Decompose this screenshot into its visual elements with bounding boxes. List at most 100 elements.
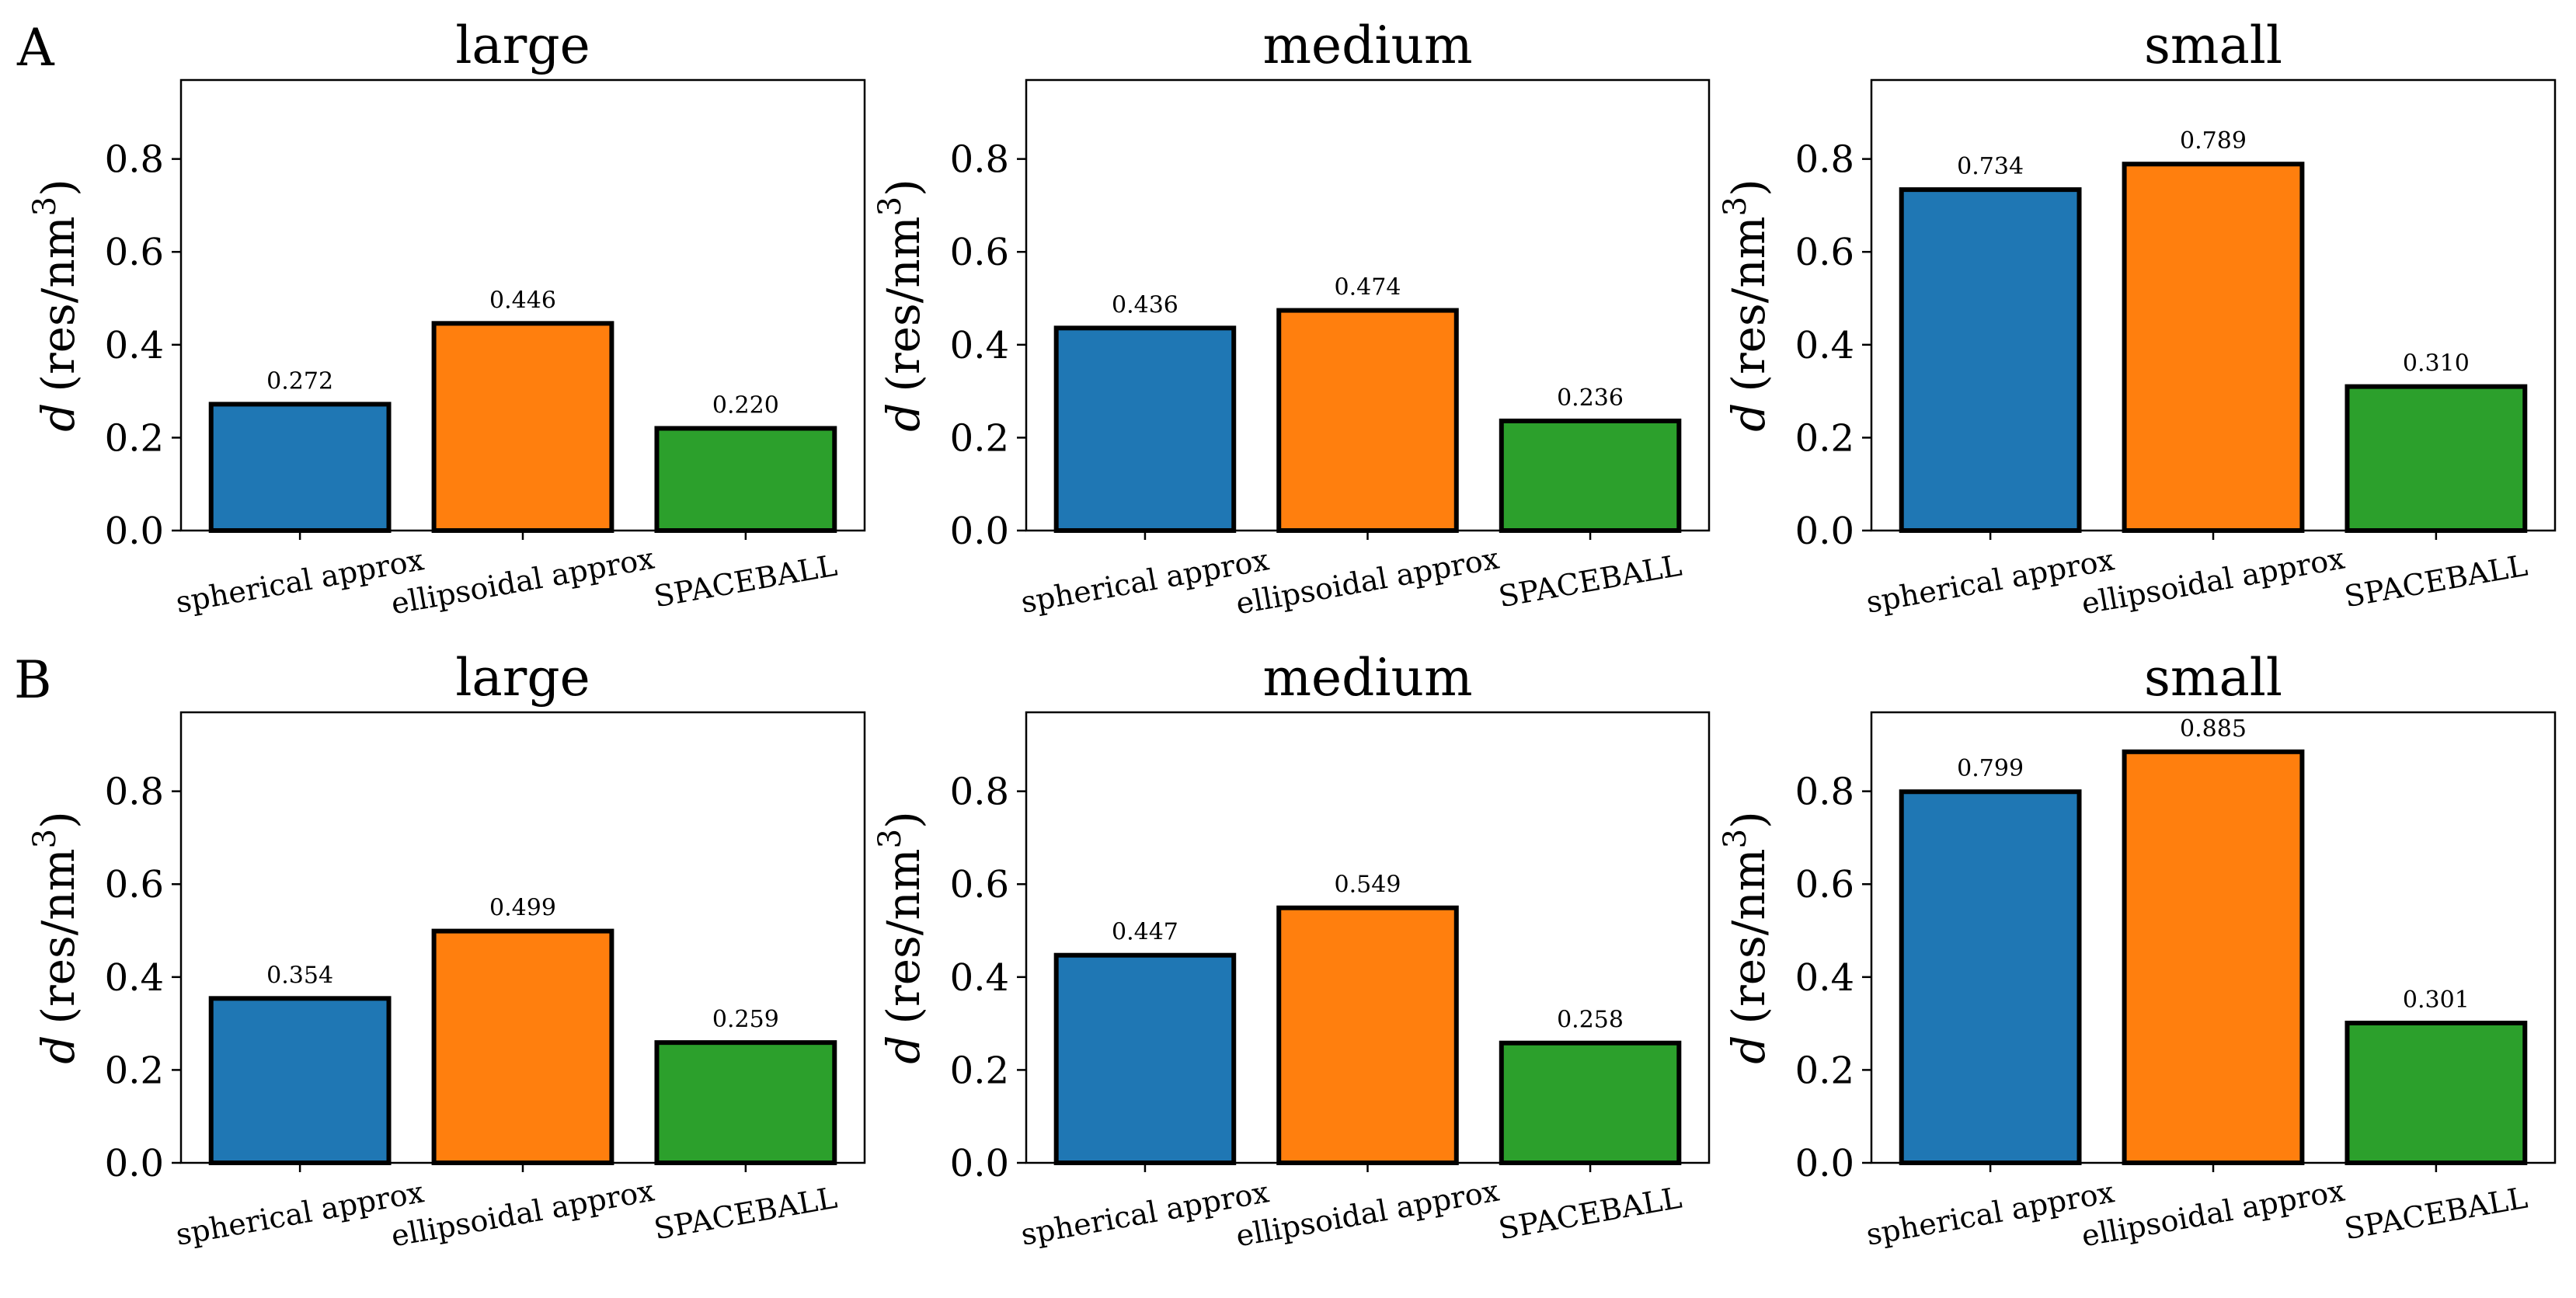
bar-value-label: 0.734 [1957, 153, 2024, 180]
y-axis-label: d (res/nm3) [872, 811, 930, 1064]
axes-frame [1025, 711, 1711, 1164]
y-tick-label: 0.2 [105, 416, 164, 460]
subplot-a-medium: medium 0.436 spherical approx 0.474 ellipsoi… [872, 16, 1711, 621]
y-axis-label-symbol: d [877, 1035, 930, 1064]
y-axis-label-close: ) [877, 811, 930, 829]
bar [654, 1040, 837, 1166]
y-tick-label: 0.0 [950, 510, 1009, 553]
bar [2345, 1021, 2528, 1166]
y-axis-label-symbol: d [1722, 1035, 1775, 1064]
axes-frame [1025, 78, 1711, 532]
subplot-title: large [455, 648, 590, 708]
bar-value-label: 0.310 [2403, 350, 2470, 378]
y-axis-label: d (res/nm3) [1718, 179, 1775, 432]
bar [2122, 749, 2305, 1165]
x-tick-label: spherical approx [1018, 1174, 1272, 1251]
bar-value-label: 0.436 [1112, 291, 1178, 318]
y-tick-label: 0.4 [950, 956, 1009, 1000]
y-tick-label: 0.6 [1795, 863, 1854, 907]
bar-value-label: 0.220 [712, 391, 779, 419]
subplot-title: medium [1262, 648, 1472, 708]
bar [2122, 162, 2305, 533]
panel-label-a: A [16, 18, 55, 78]
y-axis-label-close: ) [877, 179, 930, 197]
x-tick-label: ellipsoidal approx [388, 1174, 656, 1254]
y-tick-label: 0.6 [105, 231, 164, 274]
bar [1053, 952, 1237, 1166]
x-tick-label: spherical approx [1864, 542, 2117, 619]
y-tick-label: 0.4 [105, 324, 164, 367]
bar-value-label: 0.446 [489, 287, 556, 314]
subplot-a-small: small 0.734 spherical approx 0.789 ellipsoid… [1718, 16, 2557, 621]
y-tick-label: 0.4 [950, 324, 1009, 367]
y-axis-label-unit: (res/nm [877, 216, 930, 391]
y-tick-label: 0.8 [1795, 771, 1854, 814]
bar [1899, 789, 2082, 1165]
y-tick-label: 0.2 [105, 1049, 164, 1092]
y-axis-label: d (res/nm3) [872, 179, 930, 432]
y-tick-label: 0.0 [950, 1142, 1009, 1185]
x-tick-label: spherical approx [173, 1174, 426, 1251]
y-axis-label: d (res/nm3) [1718, 811, 1775, 1064]
y-tick-label: 0.6 [1795, 231, 1854, 274]
x-tick-label: ellipsoidal approx [2079, 1174, 2347, 1254]
axes-frame [1870, 711, 2557, 1164]
x-tick-label: SPACEBALL [652, 1181, 840, 1247]
bar-value-label: 0.549 [1335, 872, 1401, 899]
y-axis-label: d (res/nm3) [27, 811, 85, 1064]
axes-frame [179, 711, 866, 1164]
y-axis-label-exponent: 3 [27, 197, 63, 216]
x-tick-label: ellipsoidal approx [388, 541, 656, 621]
bar [1276, 308, 1459, 533]
y-tick-label: 0.8 [950, 771, 1009, 814]
y-tick-label: 0.2 [1795, 1049, 1854, 1092]
axes-frame [179, 78, 866, 532]
x-tick-label: spherical approx [173, 542, 426, 619]
bar-value-label: 0.474 [1335, 274, 1401, 301]
y-axis-label-symbol: d [877, 403, 930, 432]
y-tick-label: 0.2 [1795, 416, 1854, 460]
bar [1899, 187, 2082, 533]
y-axis-label-unit: (res/nm [1722, 216, 1775, 391]
x-tick-label: SPACEBALL [2342, 548, 2530, 614]
y-axis-label-exponent: 3 [872, 197, 908, 216]
y-axis-label: d (res/nm3) [27, 179, 85, 432]
y-axis-label-close: ) [1722, 811, 1775, 829]
y-axis-label-unit: (res/nm [32, 216, 85, 391]
y-axis-label-close: ) [32, 179, 85, 197]
y-axis-label-symbol: d [32, 403, 85, 432]
bar [208, 996, 392, 1166]
x-tick-label: spherical approx [1018, 542, 1272, 619]
y-tick-label: 0.4 [1795, 324, 1854, 367]
y-tick-label: 0.0 [1795, 510, 1854, 553]
x-tick-label: SPACEBALL [1496, 548, 1684, 614]
y-axis-label-exponent: 3 [1718, 829, 1753, 848]
y-tick-label: 0.0 [1795, 1142, 1854, 1185]
bar [654, 426, 837, 533]
bar [1276, 905, 1459, 1165]
subplot-title: large [455, 16, 590, 75]
y-axis-label-close: ) [32, 811, 85, 829]
bar-value-label: 0.258 [1557, 1007, 1624, 1034]
subplot-title: small [2144, 16, 2282, 75]
y-tick-label: 0.4 [105, 956, 164, 1000]
bar-value-label: 0.499 [489, 895, 556, 922]
x-tick-label: SPACEBALL [1496, 1181, 1684, 1247]
y-axis-label-unit: (res/nm [32, 848, 85, 1024]
y-axis-label-unit: (res/nm [877, 848, 930, 1024]
subplot-a-large: large 0.272 spherical approx 0.446 ellipsoid… [27, 16, 866, 621]
y-axis-label-exponent: 3 [27, 829, 63, 848]
bar-value-label: 0.259 [712, 1006, 779, 1033]
x-tick-label: ellipsoidal approx [1234, 541, 1502, 621]
y-tick-label: 0.2 [950, 1049, 1009, 1092]
bar [2345, 384, 2528, 533]
y-axis-label-symbol: d [32, 1035, 85, 1064]
y-axis-label-close: ) [1722, 179, 1775, 197]
x-tick-label: SPACEBALL [2342, 1181, 2530, 1247]
x-tick-label: ellipsoidal approx [1234, 1174, 1502, 1254]
y-tick-label: 0.8 [1795, 138, 1854, 182]
y-tick-label: 0.6 [950, 863, 1009, 907]
bar-value-label: 0.272 [266, 367, 333, 395]
bar-value-label: 0.236 [1557, 385, 1624, 412]
bar [208, 402, 392, 534]
